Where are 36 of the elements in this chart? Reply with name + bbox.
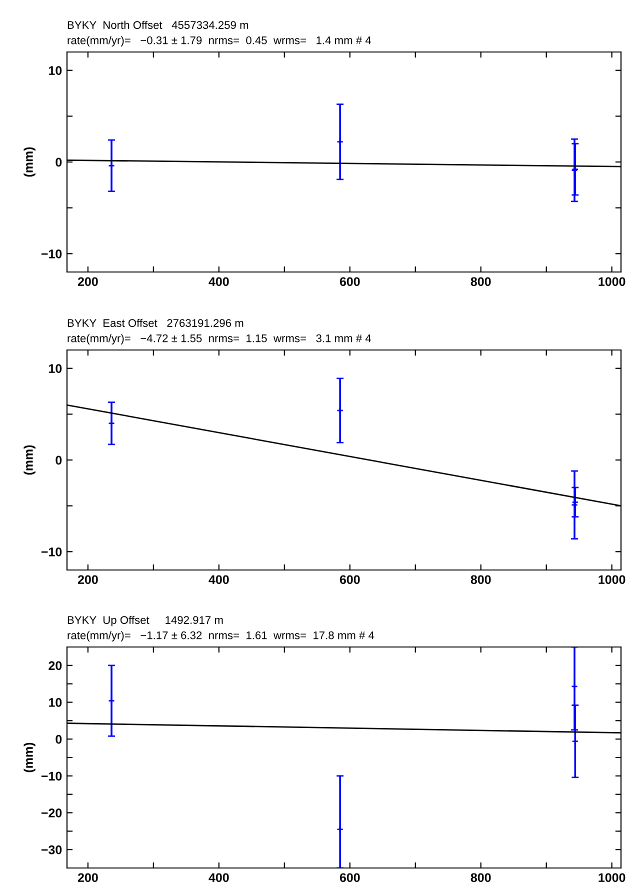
- x-tick-label: 600: [340, 277, 360, 286]
- x-tick-label: 800: [470, 277, 491, 286]
- chart-subtitle: rate(mm/yr)= −1.17 ± 6.32 nrms= 1.61 wrms= 17.8 mm # 4: [68, 631, 374, 642]
- x-tick-label: 400: [208, 575, 229, 584]
- y-tick-label: 20: [48, 661, 62, 670]
- y-axis-title: (mm): [24, 742, 36, 772]
- x-tick-label: 400: [208, 277, 229, 286]
- y-axis-title: (mm): [24, 147, 36, 177]
- x-tick-label: 200: [78, 575, 98, 584]
- x-tick-label: 800: [470, 575, 491, 584]
- y-tick-label: 10: [49, 66, 62, 75]
- chart-title: BYKY East Offset 2763191.296 m: [68, 318, 244, 327]
- x-tick-label: 600: [340, 873, 360, 882]
- x-tick-label: 1000: [598, 277, 626, 286]
- y-tick-label: −10: [41, 249, 62, 258]
- y-axis-title: (mm): [24, 445, 36, 475]
- chart-subtitle: rate(mm/yr)= −0.31 ± 1.79 nrms= 0.45 wrms= 1.4 mm # 4: [68, 36, 372, 46]
- x-tick-label: 1000: [598, 575, 626, 584]
- x-tick-label: 800: [470, 873, 491, 882]
- chart-title: BYKY North Offset 4557334.259 m: [68, 20, 248, 29]
- y-tick-label: −30: [41, 845, 62, 854]
- x-tick-label: 200: [78, 277, 98, 286]
- y-tick-label: −20: [41, 808, 62, 818]
- x-tick-label: 1000: [598, 873, 626, 882]
- x-tick-label: 200: [78, 873, 98, 882]
- y-tick-label: 10: [49, 364, 62, 373]
- y-tick-label: 10: [49, 698, 62, 707]
- x-tick-label: 600: [340, 575, 360, 584]
- chart-subtitle: rate(mm/yr)= −4.72 ± 1.55 nrms= 1.15 wrms= 3.1 mm # 4: [68, 334, 372, 344]
- y-tick-label: 0: [56, 734, 62, 744]
- y-tick-label: 0: [56, 456, 62, 465]
- y-tick-label: −10: [41, 547, 62, 556]
- chart-title: BYKY Up Offset 1492.917 m: [68, 616, 223, 626]
- y-tick-label: 0: [56, 158, 62, 167]
- y-tick-label: −10: [41, 772, 62, 781]
- x-tick-label: 400: [208, 873, 229, 882]
